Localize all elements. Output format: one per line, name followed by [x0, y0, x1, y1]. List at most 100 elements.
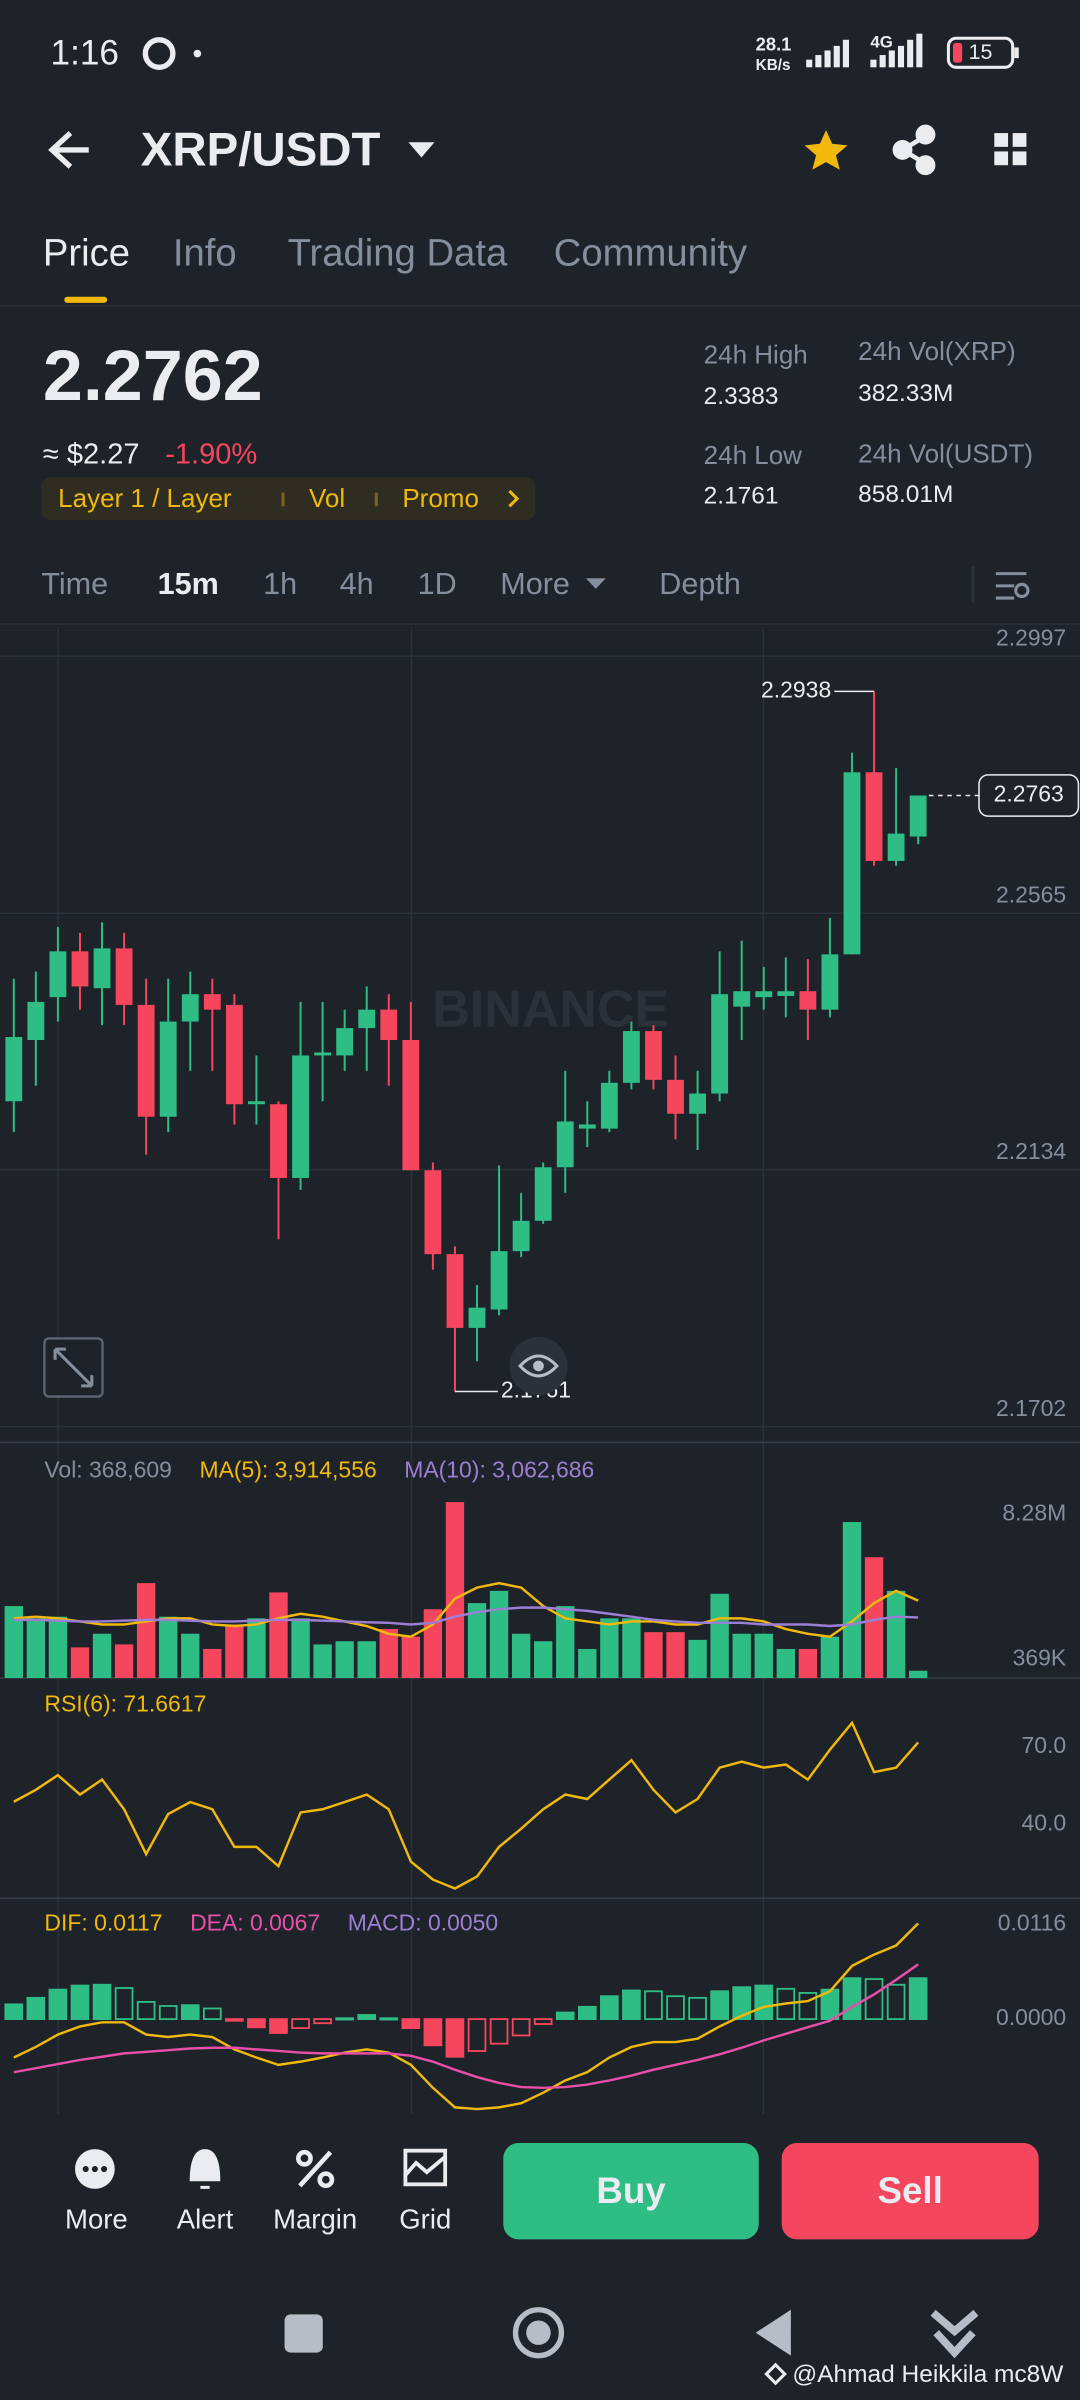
nav-home[interactable]: [512, 2307, 565, 2359]
buy-button[interactable]: [503, 2143, 759, 2240]
stat-label: 24h Low: [704, 440, 803, 470]
interval[interactable]: 15m: [158, 567, 219, 601]
volume-bar: [26, 1618, 46, 1679]
volume-bar: [467, 1603, 487, 1679]
tag-sep: [374, 492, 378, 507]
macd-bar: [225, 2018, 244, 2022]
volume-bar: [842, 1522, 862, 1679]
nav-back[interactable]: [755, 2309, 791, 2356]
macd-bar: [533, 2018, 553, 2025]
volume-bar: [710, 1593, 729, 1679]
macd-bar: [886, 1983, 906, 2021]
candle-body: [248, 1101, 265, 1105]
macd-bar: [644, 1990, 663, 2021]
macd-bar: [379, 2017, 399, 2021]
volume-bar: [666, 1632, 685, 1679]
candle-body: [27, 1001, 45, 1040]
macd-bar: [467, 2018, 487, 2052]
candle-body: [424, 1170, 442, 1255]
macd-bar: [269, 2018, 288, 2034]
macd-bar: [445, 2018, 465, 2058]
volume-bar: [48, 1616, 68, 1679]
candle-body: [5, 1037, 23, 1102]
interval[interactable]: More: [500, 567, 570, 601]
nav-assist[interactable]: [930, 2309, 979, 2359]
battery-level: [953, 42, 963, 63]
alert-icon[interactable]: [189, 2149, 221, 2189]
macd-bar: [291, 2018, 310, 2030]
macd-bar: [842, 1977, 862, 2021]
credit: @Ahmad Heikkila mc8W: [792, 2361, 1064, 2388]
candle-body: [711, 994, 729, 1094]
volume-bar: [578, 1648, 597, 1679]
tag[interactable]: Layer 1 / Layer: [58, 483, 232, 513]
expand-icon: [53, 1347, 94, 1388]
macd-bar: [423, 2018, 443, 2047]
last-price-tag: [978, 774, 1080, 817]
tag[interactable]: Promo: [402, 483, 479, 513]
back-button[interactable]: [48, 131, 89, 169]
volume-bar: [291, 1618, 310, 1679]
margin-icon[interactable]: [296, 2149, 335, 2189]
tag-pill[interactable]: [41, 477, 536, 521]
volume-bar: [357, 1641, 376, 1679]
volume-bar: [379, 1628, 398, 1679]
interval[interactable]: 1D: [418, 567, 457, 601]
net-speed-unit: KB/s: [756, 57, 791, 74]
tab-trading-data[interactable]: Trading Data: [288, 232, 508, 275]
action-label[interactable]: More: [65, 2203, 128, 2234]
tag[interactable]: Vol: [309, 483, 345, 513]
candle-body: [225, 1004, 243, 1105]
max-label: 2.2938: [761, 676, 831, 702]
interval[interactable]: Time: [41, 567, 108, 601]
nav-recents[interactable]: [284, 2314, 323, 2353]
candle-body: [446, 1254, 464, 1328]
y-tick-label: 0.0000: [996, 2004, 1066, 2030]
macd-bar: [600, 1995, 619, 2021]
candle-body: [203, 994, 221, 1010]
pair-dropdown[interactable]: [408, 142, 435, 158]
macd-bar: [489, 2018, 509, 2045]
volume-bar: [776, 1648, 795, 1679]
macd-bar: [180, 2004, 200, 2021]
candle-body: [865, 772, 883, 861]
pair-title[interactable]: XRP/USDT: [141, 123, 381, 176]
action-label[interactable]: Grid: [399, 2203, 451, 2234]
action-label[interactable]: Alert: [177, 2203, 234, 2234]
legend-entry: MA(10): 3,062,686: [404, 1457, 594, 1483]
volume-bar: [159, 1616, 178, 1679]
favorite-star[interactable]: [804, 130, 848, 170]
macd-bar: [798, 1992, 818, 2021]
tab-community[interactable]: Community: [554, 232, 748, 275]
legend-entry: Vol: 368,609: [44, 1457, 172, 1483]
candle-body: [689, 1093, 706, 1114]
macd-bar: [710, 1990, 729, 2021]
candle-body: [909, 795, 927, 837]
sync-icon: [142, 37, 176, 70]
volume-bar: [401, 1636, 421, 1679]
candle-body: [622, 1031, 640, 1083]
macd-bar: [202, 2007, 222, 2021]
interval[interactable]: 1h: [263, 567, 297, 601]
chart-settings[interactable]: [995, 572, 1030, 600]
volume-bar: [886, 1590, 906, 1679]
macd-bar: [4, 2003, 24, 2021]
y-tick-label: 369K: [1013, 1645, 1067, 1671]
sell-button[interactable]: [781, 2143, 1039, 2240]
interval[interactable]: Depth: [659, 567, 741, 601]
legend-entry: DEA: 0.0067: [190, 1909, 320, 1935]
buy-label[interactable]: Buy: [596, 2170, 666, 2211]
layout-button[interactable]: [994, 133, 1027, 166]
tab-price[interactable]: Price: [43, 232, 130, 275]
tab-info[interactable]: Info: [173, 232, 237, 275]
share-button[interactable]: [892, 124, 936, 176]
action-label[interactable]: Margin: [273, 2203, 357, 2234]
interval[interactable]: 4h: [340, 567, 374, 601]
grid-icon[interactable]: [403, 2148, 448, 2187]
candle-body: [336, 1028, 354, 1056]
battery-nub: [1014, 47, 1019, 59]
stat-label: 24h Vol(USDT): [858, 439, 1033, 469]
volume-bar: [136, 1583, 156, 1679]
legend-entry: MACD: 0.0050: [348, 1909, 498, 1935]
sell-label[interactable]: Sell: [878, 2170, 943, 2211]
